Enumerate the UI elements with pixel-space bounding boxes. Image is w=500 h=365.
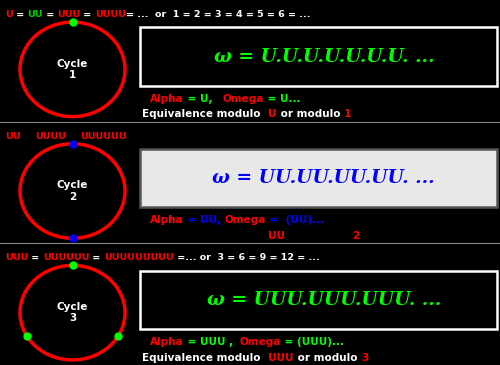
Text: ω = UUU.UUU.UUU. ...: ω = UUU.UUU.UUU. ... <box>206 291 441 309</box>
Text: =: = <box>89 253 104 262</box>
Text: Cycle
3: Cycle 3 <box>57 302 88 323</box>
Text: = (UUU)...: = (UUU)... <box>282 337 344 347</box>
FancyBboxPatch shape <box>140 27 498 86</box>
Text: =: = <box>42 10 57 19</box>
Text: Equivalence modulo: Equivalence modulo <box>142 231 268 241</box>
Text: UUUU: UUUU <box>95 10 126 19</box>
Text: ω = U.U.U.U.U.U.U. ...: ω = U.U.U.U.U.U.U. ... <box>214 47 434 66</box>
Text: 1: 1 <box>344 110 351 119</box>
Text: UUUUUUUUU: UUUUUUUUU <box>104 253 174 262</box>
Text: Omega: Omega <box>240 337 282 347</box>
Text: or modulo: or modulo <box>285 231 352 241</box>
Text: =: = <box>28 253 43 262</box>
Text: UUU: UUU <box>268 353 294 363</box>
Text: UUUUUU: UUUUUU <box>80 132 127 141</box>
Text: UUU: UUU <box>57 10 80 19</box>
Text: Alpha: Alpha <box>150 93 184 104</box>
FancyBboxPatch shape <box>140 149 498 207</box>
Text: 3: 3 <box>361 353 368 363</box>
Text: 2: 2 <box>352 231 360 241</box>
Text: Equivalence modulo: Equivalence modulo <box>142 110 268 119</box>
Text: UU: UU <box>5 132 20 141</box>
Text: =: = <box>13 10 27 19</box>
Text: = UUU ,: = UUU , <box>184 337 240 347</box>
Text: =: = <box>66 132 80 141</box>
Text: U: U <box>268 110 277 119</box>
Text: =  (UU)...: = (UU)... <box>266 215 324 225</box>
Text: =: = <box>80 10 95 19</box>
Text: Equivalence modulo: Equivalence modulo <box>142 353 268 363</box>
Text: = UU,: = UU, <box>184 215 224 225</box>
Text: UU: UU <box>27 10 43 19</box>
Text: ω = UU.UU.UU.UU. ...: ω = UU.UU.UU.UU. ... <box>212 169 435 187</box>
Text: Cycle
1: Cycle 1 <box>57 58 88 80</box>
Text: =... or  3 = 6 = 9 = 12 = ...: =... or 3 = 6 = 9 = 12 = ... <box>174 253 320 262</box>
Text: Alpha: Alpha <box>150 215 184 225</box>
Text: Cycle
2: Cycle 2 <box>57 180 88 202</box>
FancyBboxPatch shape <box>140 271 498 329</box>
Text: UUUU: UUUU <box>35 132 66 141</box>
Text: Omega: Omega <box>223 93 264 104</box>
Text: UUUUUU: UUUUUU <box>43 253 89 262</box>
Text: = U,: = U, <box>184 93 223 104</box>
Text: U: U <box>5 10 13 19</box>
Text: Alpha: Alpha <box>150 337 184 347</box>
Text: = ...  or  1 = 2 = 3 = 4 = 5 = 6 = ...: = ... or 1 = 2 = 3 = 4 = 5 = 6 = ... <box>126 10 310 19</box>
Text: =: = <box>20 132 35 141</box>
Text: UU: UU <box>268 231 285 241</box>
Text: or modulo: or modulo <box>294 353 361 363</box>
Text: =  ... or  2 = 4 = 6 = 8 = 10 = ...: = ... or 2 = 4 = 6 = 8 = 10 = ... <box>127 132 300 141</box>
Text: or modulo: or modulo <box>277 110 344 119</box>
Text: = U...: = U... <box>264 93 301 104</box>
Text: Omega: Omega <box>224 215 266 225</box>
Text: UUU: UUU <box>5 253 28 262</box>
